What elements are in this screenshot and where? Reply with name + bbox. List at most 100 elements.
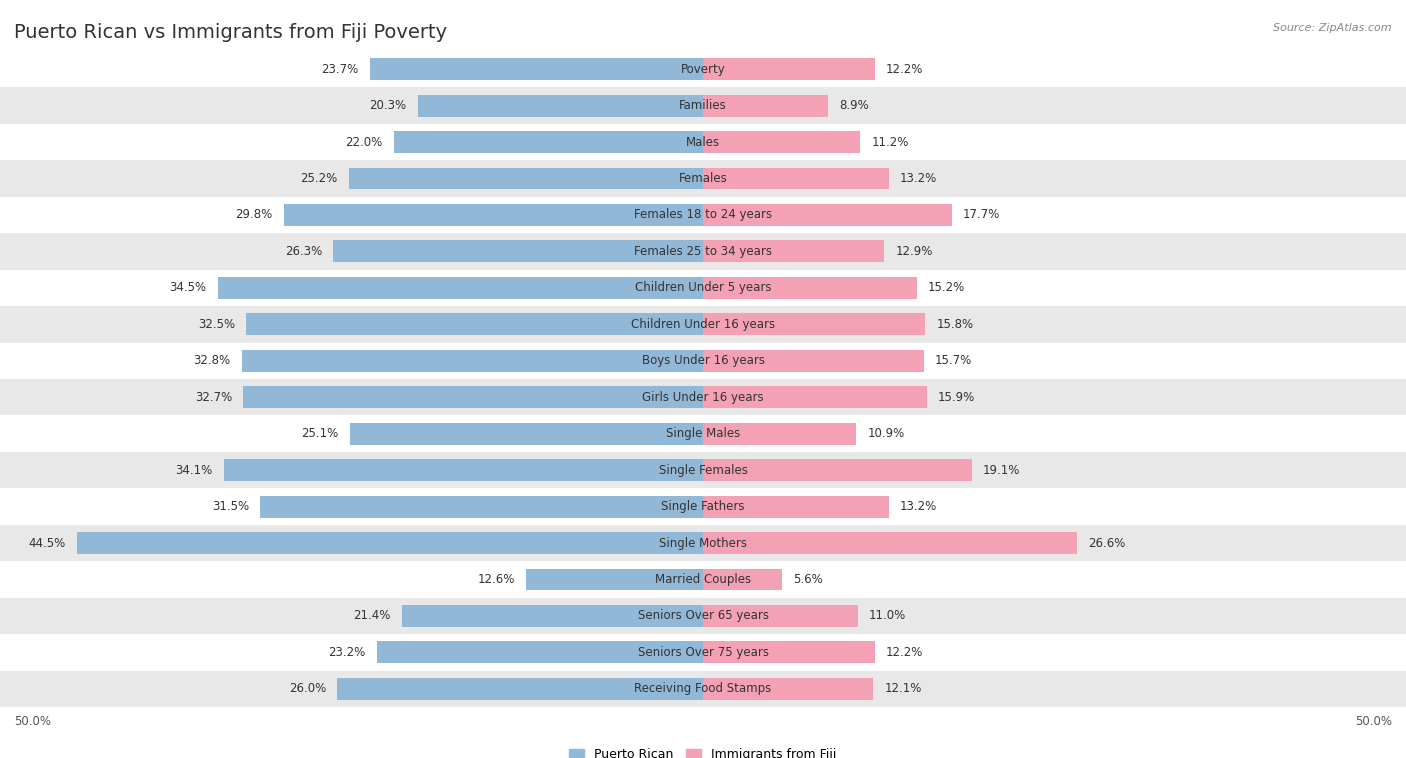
Bar [243,387,703,408]
Bar [703,240,884,262]
Bar [77,532,703,554]
Bar [260,496,703,518]
Bar [242,350,703,371]
Bar [703,313,925,335]
Text: Females 18 to 24 years: Females 18 to 24 years [634,208,772,221]
Text: 22.0%: 22.0% [346,136,382,149]
Bar [0,51,1406,87]
Bar [0,343,1406,379]
Text: 23.7%: 23.7% [322,63,359,76]
Text: Families: Families [679,99,727,112]
Bar [394,131,703,153]
Bar [703,277,917,299]
Bar [418,95,703,117]
Text: 25.2%: 25.2% [301,172,337,185]
Text: 5.6%: 5.6% [793,573,823,586]
Bar [349,168,703,190]
Bar [703,204,952,226]
Text: 50.0%: 50.0% [14,715,51,728]
Text: 12.2%: 12.2% [886,63,924,76]
Text: 20.3%: 20.3% [370,99,406,112]
Bar [402,605,703,627]
Text: 15.8%: 15.8% [936,318,973,330]
Bar [370,58,703,80]
Text: 29.8%: 29.8% [236,208,273,221]
Bar [703,350,924,371]
Bar [377,641,703,663]
Bar [703,131,860,153]
Text: 26.0%: 26.0% [290,682,326,695]
Text: 32.7%: 32.7% [195,390,232,404]
Text: Children Under 16 years: Children Under 16 years [631,318,775,330]
Bar [0,233,1406,270]
Text: Poverty: Poverty [681,63,725,76]
Bar [333,240,703,262]
Bar [703,568,782,590]
Bar [703,95,828,117]
Text: Seniors Over 65 years: Seniors Over 65 years [637,609,769,622]
Text: Married Couples: Married Couples [655,573,751,586]
Text: 11.0%: 11.0% [869,609,905,622]
Bar [703,532,1077,554]
Bar [0,488,1406,525]
Text: Single Males: Single Males [666,428,740,440]
Text: Females 25 to 34 years: Females 25 to 34 years [634,245,772,258]
Bar [0,160,1406,197]
Bar [703,423,856,445]
Text: 32.5%: 32.5% [198,318,235,330]
Bar [703,459,972,481]
Text: 15.7%: 15.7% [935,354,972,368]
Bar [284,204,703,226]
Bar [0,452,1406,488]
Bar [0,270,1406,306]
Text: 11.2%: 11.2% [872,136,910,149]
Bar [526,568,703,590]
Bar [0,598,1406,634]
Bar [218,277,703,299]
Text: 23.2%: 23.2% [329,646,366,659]
Text: Puerto Rican vs Immigrants from Fiji Poverty: Puerto Rican vs Immigrants from Fiji Pov… [14,23,447,42]
Text: 44.5%: 44.5% [30,537,66,550]
Bar [0,634,1406,671]
Text: 8.9%: 8.9% [839,99,869,112]
Text: 31.5%: 31.5% [212,500,249,513]
Text: Seniors Over 75 years: Seniors Over 75 years [637,646,769,659]
Text: 15.9%: 15.9% [938,390,974,404]
Text: 15.2%: 15.2% [928,281,965,294]
Text: 25.1%: 25.1% [302,428,339,440]
Text: 34.5%: 34.5% [170,281,207,294]
Text: 12.6%: 12.6% [477,573,515,586]
Bar [0,561,1406,598]
Text: 26.6%: 26.6% [1088,537,1126,550]
Text: Single Fathers: Single Fathers [661,500,745,513]
Bar [703,387,927,408]
Text: 34.1%: 34.1% [176,464,212,477]
Bar [0,306,1406,343]
Text: 10.9%: 10.9% [868,428,904,440]
Bar [0,671,1406,707]
Text: Single Mothers: Single Mothers [659,537,747,550]
Bar [0,525,1406,561]
Bar [703,496,889,518]
Text: 19.1%: 19.1% [983,464,1021,477]
Text: Children Under 5 years: Children Under 5 years [634,281,772,294]
Bar [0,124,1406,160]
Bar [703,605,858,627]
Text: Girls Under 16 years: Girls Under 16 years [643,390,763,404]
Text: 12.1%: 12.1% [884,682,922,695]
Bar [0,379,1406,415]
Bar [703,168,889,190]
Text: 50.0%: 50.0% [1355,715,1392,728]
Text: 17.7%: 17.7% [963,208,1001,221]
Text: Males: Males [686,136,720,149]
Bar [350,423,703,445]
Text: 13.2%: 13.2% [900,500,936,513]
Text: Receiving Food Stamps: Receiving Food Stamps [634,682,772,695]
Bar [703,678,873,700]
Bar [246,313,703,335]
Text: 32.8%: 32.8% [194,354,231,368]
Text: 21.4%: 21.4% [353,609,391,622]
Text: 12.9%: 12.9% [896,245,934,258]
Bar [224,459,703,481]
Text: 12.2%: 12.2% [886,646,924,659]
